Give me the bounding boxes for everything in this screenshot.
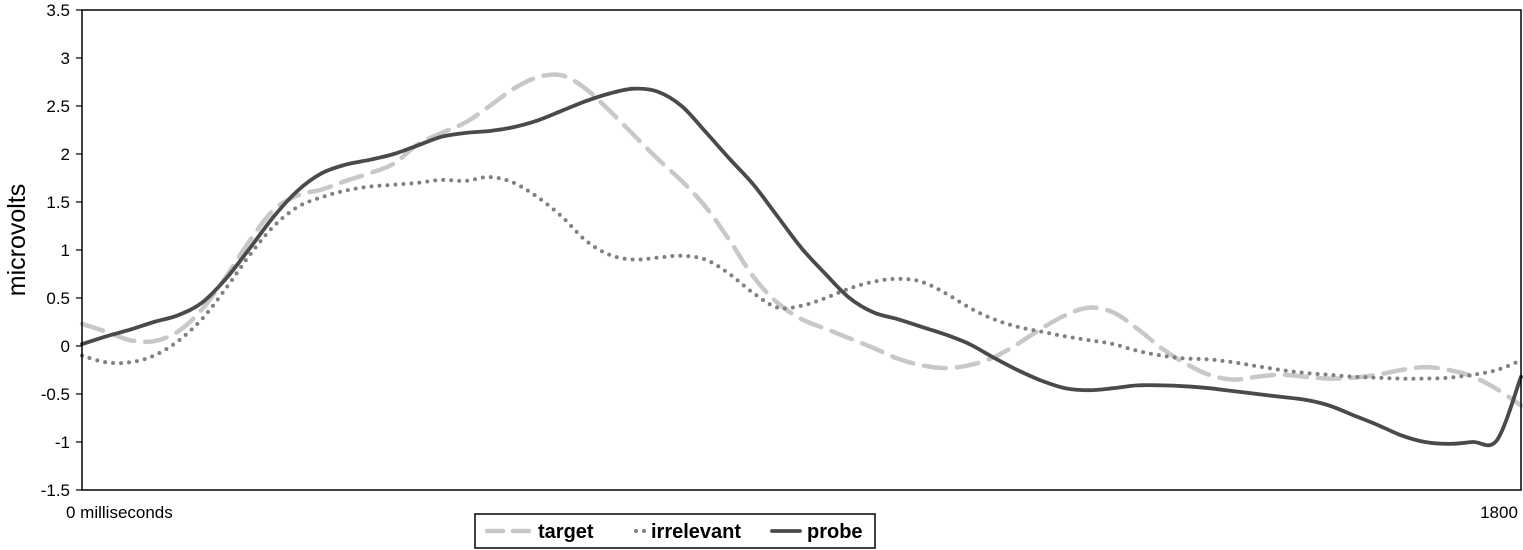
y-tick-label: 2 — [61, 145, 70, 164]
series-line-irrelevant — [80, 174, 1523, 381]
x-axis-ticks: 0 milliseconds 1800 — [66, 503, 1518, 522]
legend: target irrelevant probe — [474, 513, 876, 549]
series-lines — [79, 72, 1523, 448]
y-axis-ticks: 3.5 3 2.5 2 1.5 1 0.5 0 -0.5 -1 -1.5 — [41, 1, 82, 500]
y-tick-label: 1 — [61, 241, 70, 260]
y-tick-label: -1.5 — [41, 481, 70, 500]
legend-label-probe: probe — [807, 521, 863, 543]
legend-box — [474, 513, 876, 549]
y-tick-label: 0 — [61, 337, 70, 356]
series-line-probe — [80, 86, 1523, 448]
y-tick-label: 3.5 — [46, 1, 70, 20]
x-tick-label-start: 0 milliseconds — [66, 503, 173, 522]
y-tick-label: 1.5 — [46, 193, 70, 212]
y-tick-label: 2.5 — [46, 97, 70, 116]
y-tick-label: 3 — [61, 49, 70, 68]
plot-area-frame — [81, 9, 1522, 491]
y-axis-title: microvolts — [3, 184, 31, 297]
y-tick-label: -0.5 — [41, 385, 70, 404]
legend-label-irrelevant: irrelevant — [651, 521, 741, 543]
series-line-target — [79, 72, 1523, 408]
y-tick-label: 0.5 — [46, 289, 70, 308]
y-tick-label: -1 — [55, 433, 70, 452]
x-tick-label-end: 1800 — [1480, 503, 1518, 522]
legend-label-target: target — [538, 521, 594, 543]
